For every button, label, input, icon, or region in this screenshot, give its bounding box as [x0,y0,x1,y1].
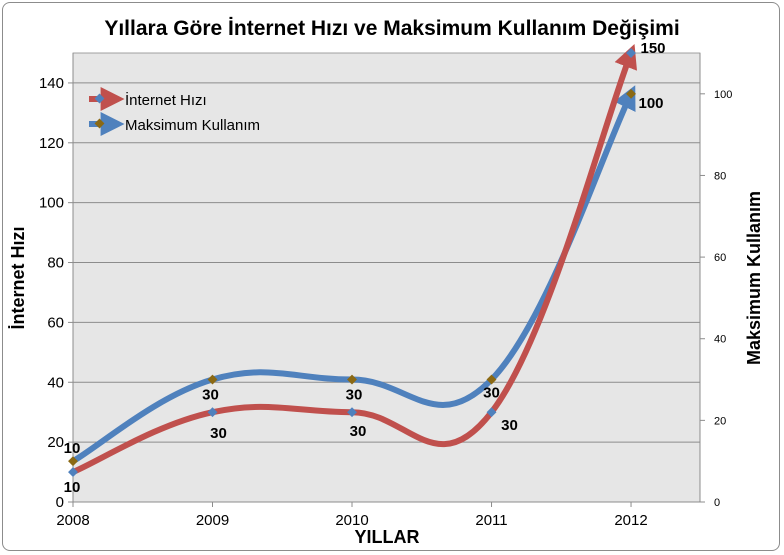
y-axis-title: İnternet Hızı [8,226,28,329]
y2-axis-title: Maksimum Kullanım [744,191,764,365]
data-label-maksimum-kullanim: 30 [483,385,500,402]
data-label-maksimum-kullanim: 10 [64,440,81,457]
left-tick-label: 20 [47,434,64,451]
data-label-internet-hizi: 30 [350,423,367,440]
data-point-maksimum-kullanim [207,374,218,385]
left-tick-label: 60 [47,314,64,331]
left-tick-label: 40 [47,374,64,391]
x-axis-title: YILLAR [355,527,420,547]
x-tick-label: 2008 [56,512,89,529]
gridlines [73,82,700,443]
data-point-maksimum-kullanim [486,374,497,385]
data-label-maksimum-kullanim: 30 [346,387,363,404]
data-point-internet-hizi [626,48,636,58]
series-line-internet-hizi [70,44,638,476]
data-point-internet-hizi [486,407,497,418]
right-tick-label: 20 [714,415,726,427]
data-label-internet-hizi: 10 [64,479,81,496]
left-tick-label: 0 [56,494,64,511]
data-point-internet-hizi [347,407,357,418]
legend-label-internet-hizi: İnternet Hızı [125,91,207,109]
left-axis-ticks: 0 20 40 60 80 100 120 140 [39,75,73,511]
data-label-internet-hizi: 30 [501,417,518,434]
left-tick-label: 140 [39,75,64,92]
right-tick-label: 100 [714,89,732,101]
left-tick-label: 100 [39,195,64,212]
x-axis-ticks: 2008 2009 2010 2011 2012 [56,502,648,529]
plot-area [72,52,701,503]
x-tick-label: 2010 [335,512,368,529]
right-tick-label: 40 [714,334,726,346]
data-point-maksimum-kullanim [626,88,636,99]
right-tick-label: 0 [714,497,720,509]
data-label-maksimum-kullanim: 100 [639,95,664,112]
data-label-internet-hizi: 150 [641,40,666,57]
legend-label-maksimum-kullanim: Maksimum Kullanım [125,117,260,134]
x-tick-label: 2009 [196,512,229,529]
legend: İnternet Hızı Maksimum Kullanım [89,87,260,136]
legend-marker-maksimum-kullanim [94,118,105,129]
series-layer [68,44,638,478]
left-tick-label: 80 [47,255,64,272]
left-tick-label: 120 [39,135,64,152]
data-label-maksimum-kullanim: 30 [202,387,219,404]
data-label-internet-hizi: 30 [210,425,227,442]
right-tick-label: 60 [714,252,726,264]
chart-title: Yıllara Göre İnternet Hızı ve Maksimum K… [104,17,679,40]
right-tick-label: 80 [714,170,726,182]
x-tick-label: 2011 [475,512,507,529]
legend-item-maksimum-kullanim: Maksimum Kullanım [89,112,260,136]
data-point-internet-hizi [207,407,218,418]
right-axis-ticks: 0 20 40 60 80 100 [700,89,732,509]
x-tick-label: 2012 [614,512,647,529]
data-point-maksimum-kullanim [347,374,357,385]
legend-marker-internet-hizi [94,93,105,104]
legend-item-internet-hizi: İnternet Hızı [89,87,207,111]
